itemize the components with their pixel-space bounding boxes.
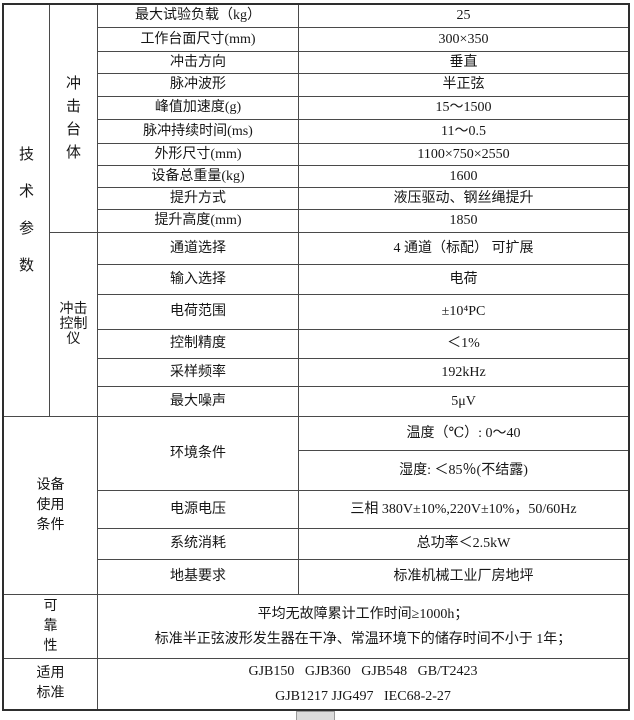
reliability-line-2: 标准半正弦波形发生器在干净、常温环境下的储存时间不小于 1年； — [154, 631, 572, 647]
spec-table: 技术参数 冲击台体 冲击控制仪 最大试验负载（kg） 25 工作台面尺寸(mm)… — [2, 3, 630, 711]
spec-label-input-select: 输入选择 — [98, 265, 299, 295]
spec-label-channel-select: 通道选择 — [98, 233, 299, 265]
spec-label-environment: 环境条件 — [98, 417, 299, 491]
spec-label-max-load: 最大试验负载（kg） — [98, 5, 299, 28]
spec-value-max-noise: 5μV — [299, 387, 628, 417]
spec-label-control-accuracy: 控制精度 — [98, 330, 299, 359]
spec-value-input-select: 电荷 — [299, 265, 628, 295]
spec-label-system-consumption: 系统消耗 — [98, 529, 299, 560]
spec-value-lift-method: 液压驱动、钢丝绳提升 — [299, 188, 628, 210]
spec-value-peak-acceleration: 15～1500 — [299, 97, 628, 120]
section-label-impact-body: 冲击台体 — [50, 5, 98, 233]
spec-label-sampling-rate: 采样频率 — [98, 359, 299, 387]
spec-label-total-weight: 设备总重量(kg) — [98, 166, 299, 188]
spec-value-system-consumption: 总功率＜2.5kW — [299, 529, 628, 560]
section-label-controller-text: 冲击控制仪 — [59, 302, 88, 347]
spec-label-lift-method: 提升方式 — [98, 188, 299, 210]
spec-value-foundation-requirement: 标准机械工业厂房地坪 — [299, 560, 628, 595]
spec-label-worktable-size: 工作台面尺寸(mm) — [98, 28, 299, 52]
spec-label-foundation-requirement: 地基要求 — [98, 560, 299, 595]
spec-label-peak-acceleration: 峰值加速度(g) — [98, 97, 299, 120]
section-label-standards-text: 适用标准 — [36, 666, 65, 701]
section-label-reliability: 可靠性 — [4, 595, 98, 659]
spec-label-max-noise: 最大噪声 — [98, 387, 299, 417]
spec-value-humidity: 湿度: ＜85％(不结露) — [299, 451, 628, 491]
section-label-controller: 冲击控制仪 — [50, 233, 98, 417]
standards-line-2: GJB1217 JJG497 IEC68-2-27 — [275, 689, 451, 704]
spec-value-outline-dimensions: 1100×750×2550 — [299, 144, 628, 166]
spec-label-pulse-waveform: 脉冲波形 — [98, 74, 299, 97]
section-label-usage-conditions-text: 设备使用条件 — [36, 477, 65, 533]
spec-label-charge-range: 电荷范围 — [98, 295, 299, 330]
spec-value-shock-direction: 垂直 — [299, 52, 628, 74]
spec-value-pulse-duration: 11～0.5 — [299, 120, 628, 144]
spec-value-lift-height: 1850 — [299, 210, 628, 233]
section-label-tech-params: 技术参数 — [4, 5, 50, 417]
section-label-usage-conditions: 设备使用条件 — [4, 417, 98, 595]
spec-value-sampling-rate: 192kHz — [299, 359, 628, 387]
spec-label-lift-height: 提升高度(mm) — [98, 210, 299, 233]
spec-label-pulse-duration: 脉冲持续时间(ms) — [98, 120, 299, 144]
spec-value-total-weight: 1600 — [299, 166, 628, 188]
spec-value-control-accuracy: ＜1% — [299, 330, 628, 359]
reliability-line-1: 平均无故障累计工作时间≥1000h； — [257, 606, 469, 622]
spec-label-power-voltage: 电源电压 — [98, 491, 299, 529]
spec-value-charge-range: ±10⁴PC — [299, 295, 628, 330]
section-label-reliability-text: 可靠性 — [43, 598, 58, 654]
spec-value-temperature: 温度（℃）: 0～40 — [299, 417, 628, 451]
spec-value-channel-select: 4 通道（标配） 可扩展 — [299, 233, 628, 265]
spec-label-shock-direction: 冲击方向 — [98, 52, 299, 74]
section-label-impact-body-text: 冲击台体 — [65, 75, 81, 161]
partial-cell-fragment — [296, 711, 335, 720]
section-label-tech-params-text: 技术参数 — [18, 146, 34, 274]
standards-line-1: GJB150 GJB360 GJB548 GB/T2423 — [248, 664, 478, 679]
spec-value-worktable-size: 300×350 — [299, 28, 628, 52]
spec-value-standards: GJB150 GJB360 GJB548 GB/T2423 GJB1217 JJ… — [98, 659, 628, 709]
spec-label-outline-dimensions: 外形尺寸(mm) — [98, 144, 299, 166]
spec-value-max-load: 25 — [299, 5, 628, 28]
spec-value-reliability: 平均无故障累计工作时间≥1000h； 标准半正弦波形发生器在干净、常温环境下的储… — [98, 595, 628, 659]
spec-value-power-voltage: 三相 380V±10%,220V±10%，50/60Hz — [299, 491, 628, 529]
spec-value-pulse-waveform: 半正弦 — [299, 74, 628, 97]
section-label-standards: 适用标准 — [4, 659, 98, 709]
